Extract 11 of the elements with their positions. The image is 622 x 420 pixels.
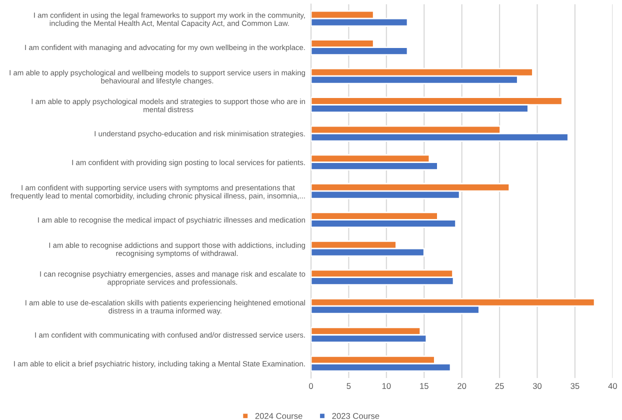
x-tick-label: 30 [532,383,542,389]
legend-label: 2024 Course [255,413,302,419]
legend-label: 2023 Course [332,413,380,419]
x-tick-label: 40 [608,383,617,389]
x-tick-label: 35 [570,383,580,389]
x-tick-label: 5 [346,383,351,389]
x-tick-label: 10 [382,383,391,389]
x-tick-label: 25 [495,383,504,389]
x-tick-label: 15 [420,383,428,389]
x-tick-label: 20 [458,383,466,389]
x-tick-label: 0 [309,383,313,389]
